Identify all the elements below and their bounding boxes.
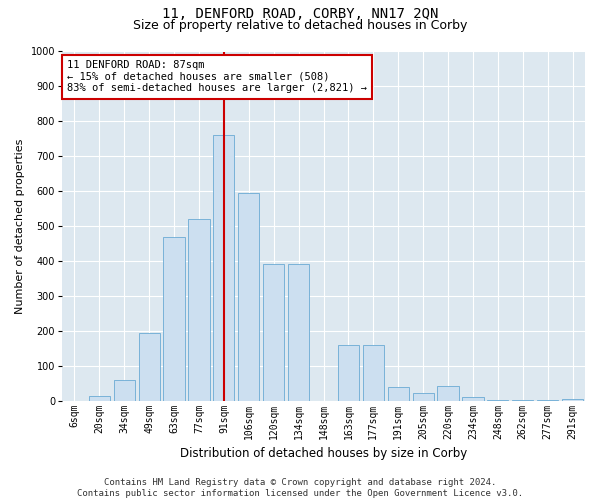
Text: Size of property relative to detached houses in Corby: Size of property relative to detached ho…: [133, 18, 467, 32]
Bar: [113, 380, 135, 400]
Y-axis label: Number of detached properties: Number of detached properties: [15, 138, 25, 314]
X-axis label: Distribution of detached houses by size in Corby: Distribution of detached houses by size …: [180, 447, 467, 460]
Bar: [163, 236, 185, 400]
Bar: [413, 393, 434, 400]
Bar: [338, 346, 359, 401]
Bar: [213, 136, 235, 400]
Bar: [437, 386, 458, 400]
Bar: [388, 388, 409, 400]
Bar: [188, 219, 209, 400]
Bar: [463, 397, 484, 400]
Bar: [263, 264, 284, 400]
Bar: [288, 264, 309, 400]
Bar: [562, 399, 583, 400]
Text: 11, DENFORD ROAD, CORBY, NN17 2QN: 11, DENFORD ROAD, CORBY, NN17 2QN: [162, 8, 438, 22]
Bar: [363, 346, 384, 401]
Text: 11 DENFORD ROAD: 87sqm
← 15% of detached houses are smaller (508)
83% of semi-de: 11 DENFORD ROAD: 87sqm ← 15% of detached…: [67, 60, 367, 94]
Bar: [238, 193, 259, 400]
Bar: [89, 396, 110, 400]
Text: Contains HM Land Registry data © Crown copyright and database right 2024.
Contai: Contains HM Land Registry data © Crown c…: [77, 478, 523, 498]
Bar: [139, 332, 160, 400]
